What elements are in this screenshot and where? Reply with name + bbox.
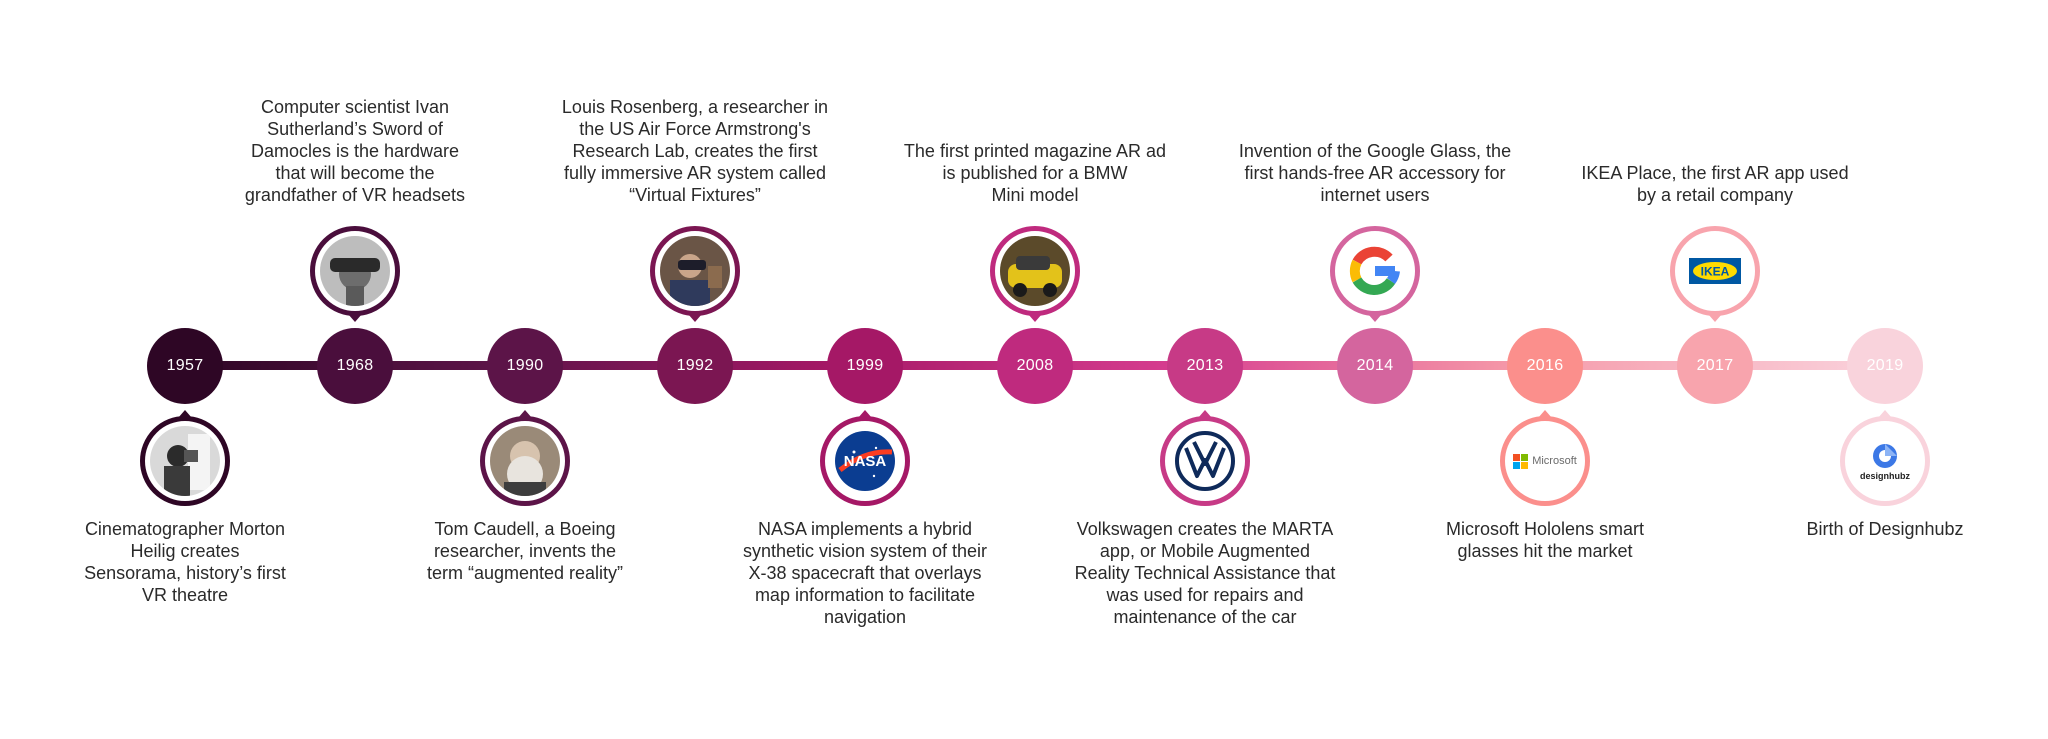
caption-1957: Cinematographer Morton Heilig creates Se… — [84, 519, 286, 605]
caption-2013: Volkswagen creates the MARTA app, or Mob… — [1074, 519, 1336, 627]
virtual-fixtures-photo-icon — [650, 226, 740, 322]
year-node-1957: 1957 — [147, 328, 223, 404]
year-node-1990: 1990 — [487, 328, 563, 404]
vr-theatre-photo-icon — [140, 410, 230, 506]
caption-1999: NASA implements a hybrid synthetic visio… — [742, 519, 988, 627]
microsoft-logo-icon: Microsoft — [1500, 410, 1590, 506]
year-node-2019: 2019 — [1847, 328, 1923, 404]
caption-2016: Microsoft Hololens smart glasses hit the… — [1445, 519, 1645, 561]
year-node-2017: 2017 — [1677, 328, 1753, 404]
google-logo-icon — [1330, 226, 1420, 322]
year-node-2013: 2013 — [1167, 328, 1243, 404]
ikea-logo-icon: IKEA — [1670, 226, 1760, 322]
caption-2017: IKEA Place, the first AR app used by a r… — [1581, 163, 1849, 205]
bmw-mini-photo-icon — [990, 226, 1080, 322]
caption-2008: The first printed magazine AR ad is publ… — [903, 141, 1167, 205]
caption-2014: Invention of the Google Glass, the first… — [1238, 141, 1512, 205]
caption-1990: Tom Caudell, a Boeing researcher, invent… — [426, 519, 624, 583]
researcher-photo-icon — [480, 410, 570, 506]
year-node-1992: 1992 — [657, 328, 733, 404]
year-node-1999: 1999 — [827, 328, 903, 404]
headset-photo-icon — [310, 226, 400, 322]
ikea-wordmark: IKEA — [1701, 265, 1730, 279]
volkswagen-logo-icon — [1160, 410, 1250, 506]
caption-1992: Louis Rosenberg, a researcher in the US … — [561, 97, 829, 205]
designhubz-wordmark: designhubz — [1860, 470, 1910, 481]
year-node-2014: 2014 — [1337, 328, 1413, 404]
svg-text:NASA: NASA — [844, 453, 887, 470]
year-node-2008: 2008 — [997, 328, 1073, 404]
microsoft-wordmark: Microsoft — [1532, 455, 1577, 467]
caption-1968: Computer scientist Ivan Sutherland’s Swo… — [244, 97, 466, 205]
year-node-2016: 2016 — [1507, 328, 1583, 404]
year-node-1968: 1968 — [317, 328, 393, 404]
caption-2019: Birth of Designhubz — [1806, 519, 1964, 539]
nasa-logo-icon: NASA — [820, 410, 910, 506]
designhubz-logo-icon: designhubz — [1840, 410, 1930, 506]
